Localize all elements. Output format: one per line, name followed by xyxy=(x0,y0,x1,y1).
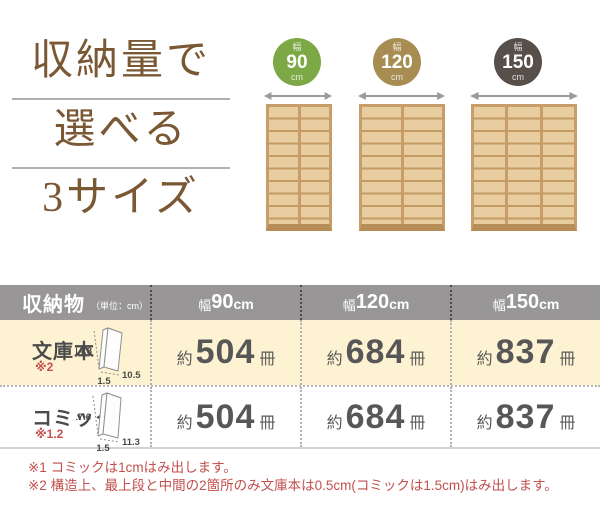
capacity-count: 684 xyxy=(345,333,406,371)
approx-label: 約 xyxy=(476,350,493,368)
col-width-num: 120 xyxy=(355,291,390,313)
header-cell-120cm: 幅 120 cm xyxy=(300,285,450,320)
width-badge-90: 幅 90 cm xyxy=(273,38,321,86)
header-cell-90cm: 幅 90 cm xyxy=(150,285,300,320)
header-item-label: 収納物 xyxy=(22,294,85,316)
badge-width-value: 120 xyxy=(381,51,413,73)
col-width-prefix: 幅 xyxy=(342,297,356,313)
col-width-num: 150 xyxy=(505,291,540,313)
footnote-1: ※1 コミックは1cmはみ出します。 xyxy=(28,460,237,475)
item-footnote-ref: ※1.2 xyxy=(35,427,64,441)
dim-depth: 10.5 xyxy=(122,370,141,381)
headline-line-3: 3サイズ xyxy=(42,175,200,221)
count-unit: 冊 xyxy=(409,350,426,368)
dim-height: 17.6 xyxy=(76,412,91,423)
header-cell-item: 収納物 （単位：cm） xyxy=(0,285,150,320)
capacity-cell-120: 約 684 冊 xyxy=(300,320,450,385)
badge-width-label: 幅 xyxy=(392,41,402,52)
width-arrow-icon-120 xyxy=(358,92,445,100)
shelf-column xyxy=(300,107,329,224)
headline-divider-2 xyxy=(12,167,230,169)
width-badge-150: 幅 150 cm xyxy=(494,38,542,86)
col-width-prefix: 幅 xyxy=(198,297,212,313)
count-unit: 冊 xyxy=(559,415,576,432)
capacity-count: 684 xyxy=(345,397,406,436)
footnotes: ※1 コミックは1cmはみ出します。 ※2 構造上、最上段と中間の2箇所のみ文庫… xyxy=(28,459,558,495)
dim-thickness: 1.5 xyxy=(97,376,111,385)
col-width-unit: cm xyxy=(233,296,254,312)
headline-divider-1 xyxy=(12,98,230,100)
item-name: 文庫本 xyxy=(32,341,95,363)
table-row-bunkobon: 文庫本 ※2 14.8 10.5 1.5 約 504 冊 約 684 冊 約 837 冊 xyxy=(0,320,600,385)
width-arrow-icon-90 xyxy=(264,92,332,100)
capacity-cell-120: 約 684 冊 xyxy=(300,387,450,447)
shelf-column xyxy=(508,107,543,224)
capacity-cell-90: 約 504 冊 xyxy=(150,387,300,447)
bookshelf-image-120cm xyxy=(359,104,445,231)
capacity-table-header: 収納物 （単位：cm） 幅 90 cm 幅 120 cm 幅 150 cm xyxy=(0,285,600,320)
header-cell-150cm: 幅 150 cm xyxy=(450,285,600,320)
dim-height: 14.8 xyxy=(76,346,92,357)
capacity-cell-90: 約 504 冊 xyxy=(150,320,300,385)
shelf-column xyxy=(542,107,574,224)
badge-width-label: 幅 xyxy=(513,41,523,52)
dim-thickness: 1.5 xyxy=(96,443,110,452)
item-footnote-ref: ※2 xyxy=(35,360,54,374)
item-name: コミック xyxy=(32,408,116,430)
badge-width-value: 90 xyxy=(286,51,308,73)
shelf-column xyxy=(269,107,301,224)
col-width-num: 90 xyxy=(211,291,234,313)
badge-width-unit: cm xyxy=(512,71,524,82)
approx-label: 約 xyxy=(476,415,493,432)
col-width-unit: cm xyxy=(539,296,560,312)
item-cell: 文庫本 ※2 14.8 10.5 1.5 xyxy=(0,320,150,385)
capacity-count: 504 xyxy=(195,333,256,371)
approx-label: 約 xyxy=(176,415,193,432)
approx-label: 約 xyxy=(326,350,343,368)
badge-width-value: 150 xyxy=(502,51,534,73)
col-width-prefix: 幅 xyxy=(492,297,506,313)
capacity-count: 504 xyxy=(195,397,256,436)
capacity-cell-150: 約 837 冊 xyxy=(450,320,600,385)
shelf-column xyxy=(403,107,442,224)
count-unit: 冊 xyxy=(409,415,426,432)
col-width-unit: cm xyxy=(389,296,410,312)
shelf-column xyxy=(474,107,509,224)
badge-width-unit: cm xyxy=(391,71,403,82)
dim-depth: 11.3 xyxy=(122,437,140,448)
bookshelf-image-150cm xyxy=(471,104,577,231)
capacity-count: 837 xyxy=(495,397,556,436)
book-dimension-diagram: 17.6 11.3 1.5 xyxy=(76,392,140,452)
header-unit-note: （単位：cm） xyxy=(91,301,148,311)
count-unit: 冊 xyxy=(259,415,276,432)
shelf-column xyxy=(362,107,404,224)
badge-width-unit: cm xyxy=(291,71,303,82)
headline-line-2: 選べる xyxy=(53,107,189,153)
book-dimension-diagram: 14.8 10.5 1.5 xyxy=(76,327,141,385)
approx-label: 約 xyxy=(326,415,343,432)
headline-line-1: 収納量で xyxy=(30,38,211,84)
width-badge-120: 幅 120 cm xyxy=(373,38,421,86)
item-cell: コミック ※1.2 17.6 11.3 1.5 xyxy=(0,387,150,452)
count-unit: 冊 xyxy=(559,350,576,368)
bookshelf-image-90cm xyxy=(266,104,332,231)
capacity-count: 837 xyxy=(495,333,556,371)
footnote-2: ※2 構造上、最上段と中間の2箇所のみ文庫本は0.5cm(コミックは1.5cm)… xyxy=(28,478,558,493)
approx-label: 約 xyxy=(176,350,193,368)
count-unit: 冊 xyxy=(259,350,276,368)
width-arrow-icon-150 xyxy=(470,92,578,100)
badge-width-label: 幅 xyxy=(292,41,302,52)
capacity-cell-150: 約 837 冊 xyxy=(450,387,600,447)
